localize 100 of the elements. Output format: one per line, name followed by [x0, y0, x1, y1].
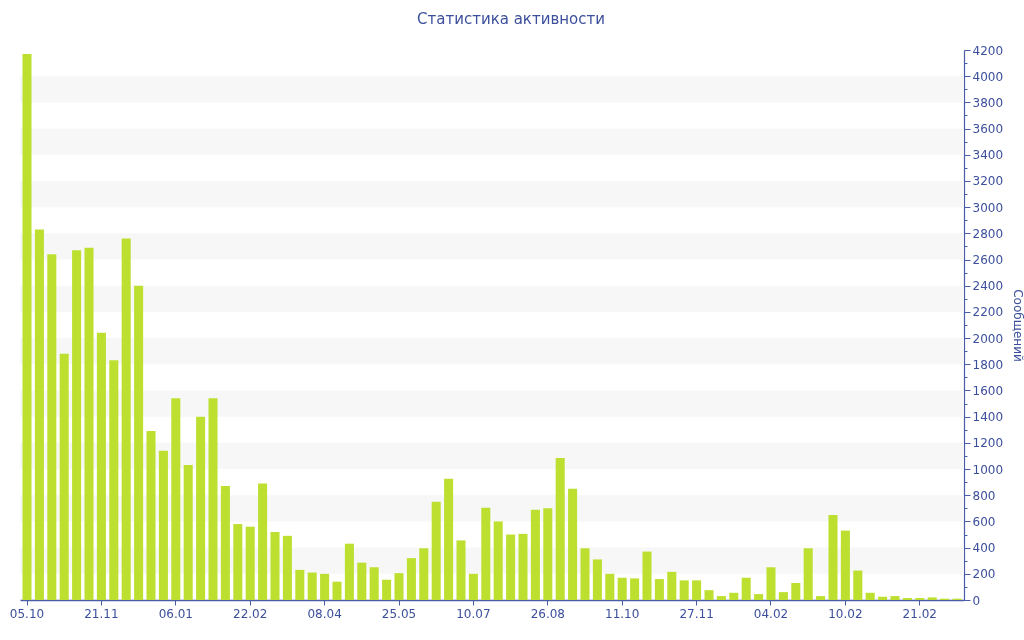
- y-tick-label: 4200: [972, 43, 1004, 58]
- x-tick-label: 10.02: [828, 606, 863, 621]
- bar: [555, 457, 565, 600]
- bar: [444, 478, 454, 600]
- bar: [84, 247, 94, 600]
- x-tick-label: 10.07: [456, 606, 491, 621]
- bar: [506, 534, 516, 600]
- bar: [72, 250, 82, 600]
- y-tick-label: 1600: [972, 383, 1004, 398]
- x-tick-label: 05.10: [9, 606, 45, 621]
- y-tick-label: 1000: [972, 462, 1004, 477]
- bar: [828, 514, 838, 600]
- bar: [208, 398, 218, 600]
- y-tick-label: 3800: [972, 95, 1004, 110]
- bar: [654, 579, 664, 600]
- bar: [493, 521, 503, 600]
- y-tick-label: 3400: [972, 148, 1004, 163]
- bar: [171, 398, 181, 600]
- bar: [295, 569, 305, 600]
- x-tick-label: 21.02: [902, 606, 937, 621]
- bar: [258, 483, 268, 600]
- bar: [468, 573, 478, 600]
- bar: [803, 548, 813, 600]
- bar: [543, 508, 553, 600]
- x-tick-label: 22.02: [233, 606, 268, 621]
- y-tick-label: 200: [972, 567, 996, 582]
- bar: [146, 431, 156, 600]
- bar: [96, 332, 106, 600]
- bar: [245, 526, 255, 600]
- y-tick-label: 3600: [972, 122, 1004, 137]
- bar: [196, 416, 206, 600]
- x-tick-label: 08.04: [307, 606, 342, 621]
- y-tick-label: 1200: [972, 436, 1004, 451]
- bar: [878, 596, 888, 600]
- y-tick-label: 3200: [972, 174, 1004, 189]
- bar: [679, 580, 689, 600]
- bar: [729, 592, 739, 600]
- bar: [766, 567, 776, 600]
- bar: [530, 509, 540, 600]
- y-tick-label: 1800: [972, 357, 1004, 372]
- bar: [605, 573, 615, 600]
- y-tick-label: 0: [972, 593, 981, 608]
- x-tick-label: 04.02: [753, 606, 789, 621]
- bar: [704, 590, 714, 600]
- bar: [47, 254, 57, 600]
- x-tick-label: 11.10: [605, 606, 640, 621]
- bar: [394, 573, 404, 600]
- bar: [791, 582, 801, 600]
- bar: [158, 450, 168, 600]
- bar: [667, 571, 677, 600]
- bar: [692, 580, 702, 600]
- bar: [518, 533, 528, 600]
- bar: [865, 592, 875, 600]
- y-tick-label: 3000: [972, 200, 1004, 215]
- bar: [630, 578, 640, 600]
- bar: [642, 551, 652, 600]
- bar: [890, 596, 900, 600]
- y-axis-title: Сообщений: [1011, 289, 1024, 362]
- bar: [716, 596, 726, 600]
- bar: [617, 577, 627, 600]
- bar: [853, 570, 863, 600]
- y-tick-label: 2800: [972, 226, 1004, 241]
- bar: [754, 594, 764, 600]
- y-tick-label: 4000: [972, 69, 1004, 84]
- bar: [22, 53, 32, 600]
- y-tick-label: 2000: [972, 331, 1004, 346]
- bar: [927, 597, 937, 600]
- x-tick-label: 27.11: [679, 606, 714, 621]
- bar: [816, 596, 826, 600]
- bar: [121, 238, 131, 600]
- bar: [282, 535, 292, 600]
- bar: [307, 572, 317, 600]
- y-tick-label: 2600: [972, 253, 1004, 268]
- x-tick-label: 06.01: [158, 606, 193, 621]
- bar: [456, 540, 466, 600]
- x-tick-label: 21.11: [84, 606, 119, 621]
- bar: [34, 229, 44, 600]
- bar: [109, 360, 119, 600]
- bar: [220, 486, 230, 600]
- bar: [741, 577, 751, 600]
- bar: [778, 592, 788, 600]
- bar: [580, 548, 590, 600]
- bar: [332, 581, 342, 600]
- bar: [59, 353, 69, 600]
- chart-title: Статистика активности: [417, 10, 605, 28]
- bar: [270, 531, 280, 600]
- bar: [406, 558, 416, 600]
- bar: [134, 285, 144, 600]
- bar: [357, 562, 367, 600]
- bar: [183, 465, 193, 600]
- bar: [382, 579, 392, 600]
- bar: [419, 548, 429, 600]
- y-tick-label: 2400: [972, 279, 1004, 294]
- x-tick-label: 25.05: [381, 606, 417, 621]
- y-tick-label: 600: [972, 514, 996, 529]
- bar: [481, 507, 491, 600]
- y-tick-label: 400: [972, 541, 996, 556]
- bar: [568, 488, 578, 600]
- bar: [840, 530, 850, 600]
- bar: [233, 524, 243, 600]
